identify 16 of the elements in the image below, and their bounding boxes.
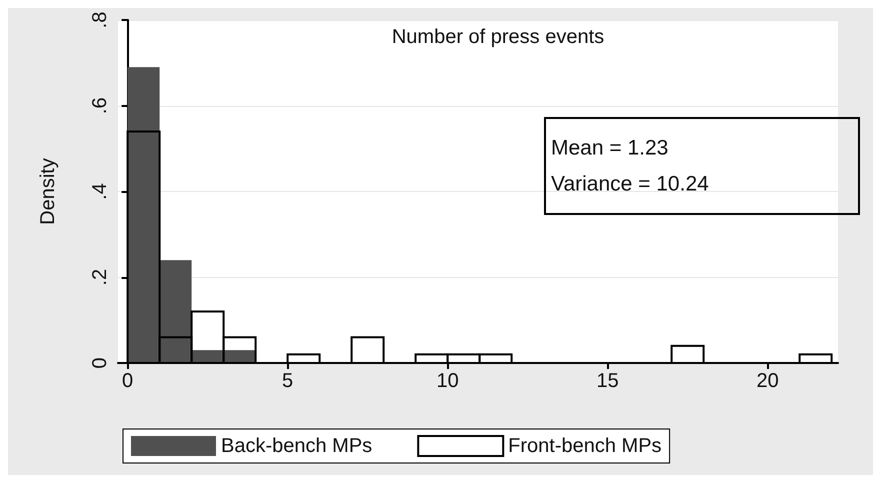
x-tick-label: 0 xyxy=(122,370,134,392)
x-tick-label: 20 xyxy=(756,370,779,392)
legend-label: Back-bench MPs xyxy=(221,435,372,457)
x-tick-label: 5 xyxy=(282,370,294,392)
annotation: Variance = 10.24 xyxy=(551,172,710,196)
y-tick-label: .6 xyxy=(89,97,111,114)
y-tick-label: .4 xyxy=(89,183,111,200)
x-tick-label: 10 xyxy=(436,370,459,392)
y-axis-title: Density xyxy=(37,158,59,225)
y-tick-label: .8 xyxy=(89,12,111,28)
annotation: Mean = 1.23 xyxy=(551,136,668,160)
x-tick-label: 15 xyxy=(596,370,619,392)
legend-label: Front-bench MPs xyxy=(508,435,662,457)
y-tick-label: 0 xyxy=(89,357,111,369)
y-tick-label: .2 xyxy=(89,268,111,286)
chart-title: Number of press events xyxy=(392,26,604,48)
